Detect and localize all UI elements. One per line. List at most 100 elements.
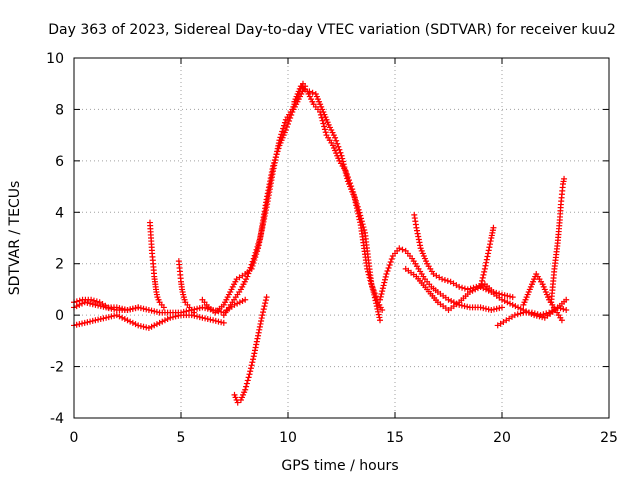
- data-point: [379, 307, 386, 313]
- data-point: [382, 276, 389, 283]
- data-point: [137, 323, 144, 330]
- data-point: [137, 305, 144, 312]
- data-point: [482, 286, 489, 293]
- data-point: [164, 316, 171, 322]
- data-point: [369, 286, 376, 293]
- data-point: [212, 317, 219, 324]
- data-point: [259, 312, 266, 319]
- data-point: [537, 312, 544, 319]
- data-point: [377, 296, 384, 303]
- data-point: [145, 325, 152, 331]
- data-point: [322, 129, 329, 136]
- data-point: [386, 262, 393, 268]
- data-point: [161, 317, 168, 324]
- data-point: [160, 304, 167, 311]
- data-point: [194, 313, 201, 320]
- data-point: [477, 304, 484, 311]
- data-point: [414, 227, 421, 234]
- data-point: [340, 161, 347, 168]
- data-point: [334, 140, 341, 147]
- data-point: [140, 305, 147, 312]
- data-point: [370, 289, 377, 295]
- data-point: [260, 309, 267, 316]
- data-point: [256, 237, 263, 244]
- data-point: [116, 305, 123, 312]
- series-spike-19.6: [477, 224, 497, 290]
- data-point: [250, 255, 257, 262]
- data-point: [336, 146, 343, 153]
- data-point: [243, 383, 250, 390]
- data-point: [540, 311, 547, 318]
- data-point: [239, 298, 246, 304]
- data-point: [103, 314, 110, 321]
- data-point: [490, 306, 497, 313]
- data-point: [414, 230, 421, 237]
- data-point: [87, 300, 94, 307]
- data-point: [283, 124, 290, 130]
- y-tick-labels: -4 -2 0 2 4 6 8 10: [46, 51, 64, 427]
- data-point: [148, 323, 155, 330]
- data-point: [250, 353, 257, 360]
- data-point: [84, 299, 91, 306]
- data-point: [367, 277, 374, 284]
- data-point: [364, 265, 371, 272]
- data-point: [337, 149, 344, 156]
- data-point: [515, 304, 522, 311]
- data-point: [333, 137, 340, 144]
- data-point: [439, 276, 446, 283]
- data-point: [183, 308, 190, 315]
- data-point: [145, 307, 152, 313]
- data-point: [127, 318, 134, 325]
- data-point: [127, 306, 134, 313]
- data-point: [543, 310, 550, 317]
- y-tick-label: -2: [50, 360, 64, 376]
- data-point: [252, 249, 259, 256]
- data-point: [396, 245, 403, 252]
- data-point: [318, 114, 325, 121]
- data-point: [372, 297, 379, 304]
- data-point: [351, 196, 358, 203]
- data-point: [257, 320, 264, 327]
- data-point: [487, 241, 494, 248]
- data-point: [87, 318, 94, 325]
- data-point: [274, 148, 281, 155]
- data-point: [119, 314, 126, 321]
- data-point: [376, 314, 383, 321]
- data-point: [461, 285, 468, 292]
- data-point: [385, 265, 392, 271]
- data-point: [507, 300, 514, 307]
- data-points: [71, 80, 570, 406]
- series-bump-21.5: [520, 271, 565, 324]
- data-point: [563, 307, 570, 313]
- data-point: [306, 88, 313, 95]
- data-point: [100, 315, 107, 322]
- x-axis-label: GPS time / hours: [281, 458, 398, 474]
- data-point: [204, 316, 211, 322]
- x-tick-label: 10: [279, 430, 297, 446]
- data-point: [458, 302, 465, 309]
- data-point: [159, 318, 166, 325]
- data-point: [243, 380, 250, 387]
- data-point: [215, 318, 222, 325]
- series-peak-second: [306, 88, 384, 324]
- data-point: [459, 284, 466, 291]
- data-point: [320, 120, 327, 127]
- data-point: [253, 341, 260, 348]
- data-point: [344, 175, 351, 182]
- data-point: [561, 175, 568, 182]
- data-point: [365, 271, 372, 278]
- data-point: [351, 193, 358, 200]
- data-point: [456, 283, 463, 290]
- data-point: [479, 274, 486, 281]
- data-point: [490, 224, 497, 231]
- data-point: [92, 317, 99, 324]
- data-point: [482, 305, 489, 312]
- data-point: [353, 205, 360, 212]
- data-point: [273, 151, 280, 158]
- data-point: [250, 356, 257, 363]
- data-point: [375, 311, 382, 318]
- data-point: [464, 303, 471, 310]
- data-point: [256, 326, 263, 333]
- series-dip-7.7: [231, 294, 270, 406]
- data-point: [321, 123, 328, 130]
